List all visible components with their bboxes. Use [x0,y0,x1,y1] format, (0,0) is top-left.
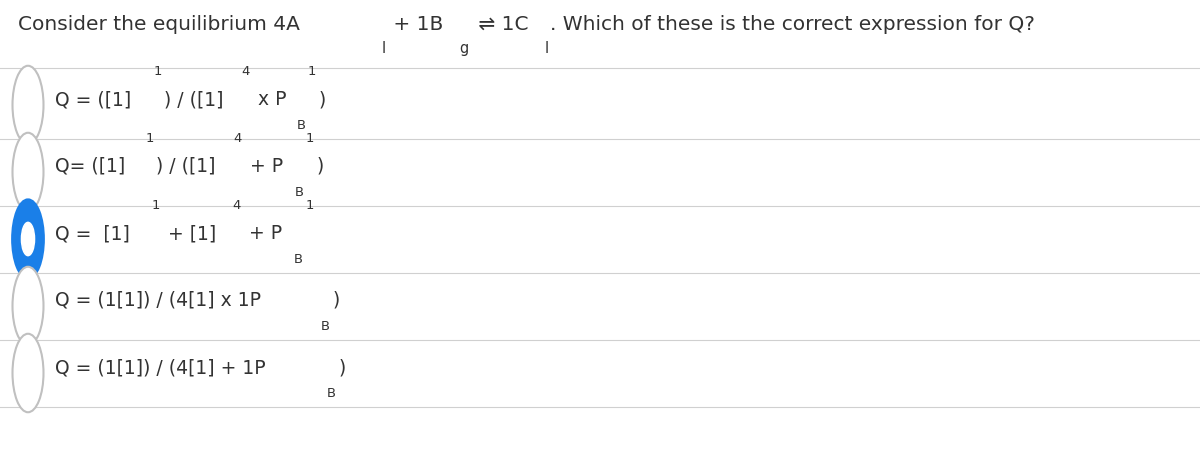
Text: Q= ([1]: Q= ([1] [55,157,125,176]
Text: + [1]: + [1] [162,224,217,243]
Ellipse shape [12,200,43,278]
Text: + P: + P [244,157,283,176]
Text: g: g [460,41,469,56]
Ellipse shape [12,133,43,211]
Text: ⇌ 1C: ⇌ 1C [472,15,528,34]
Ellipse shape [22,222,35,255]
Text: 4: 4 [233,199,241,212]
Text: Q = (1[1]) / (4[1] + 1P: Q = (1[1]) / (4[1] + 1P [55,358,265,377]
Text: 1: 1 [307,65,316,78]
Text: 1: 1 [151,199,160,212]
Text: 1: 1 [306,132,314,146]
Text: Consider the equilibrium 4A: Consider the equilibrium 4A [18,15,300,34]
Text: l: l [545,41,548,56]
Text: + 1B: + 1B [388,15,443,34]
Text: B: B [296,119,305,132]
Text: B: B [294,186,304,199]
Text: Q = (1[1]) / (4[1] x 1P: Q = (1[1]) / (4[1] x 1P [55,291,262,310]
Text: 1: 1 [154,65,162,78]
Text: ) / ([1]: ) / ([1] [164,90,223,109]
Text: 1: 1 [145,132,154,146]
Text: B: B [326,387,336,401]
Text: ): ) [332,291,340,310]
Text: 4: 4 [233,132,241,146]
Ellipse shape [12,267,43,345]
Text: ): ) [318,90,325,109]
Text: ): ) [317,157,324,176]
Text: B: B [294,253,302,266]
Text: Q =  [1]: Q = [1] [55,224,130,243]
Text: ) / ([1]: ) / ([1] [156,157,216,176]
Text: B: B [320,320,330,333]
Text: ): ) [338,358,346,377]
Text: 1: 1 [305,199,313,212]
Ellipse shape [12,66,43,144]
Text: x P: x P [252,90,287,109]
Text: Q = ([1]: Q = ([1] [55,90,131,109]
Text: . Which of these is the correct expression for Q?: . Which of these is the correct expressi… [550,15,1034,34]
Text: 4: 4 [241,65,250,78]
Ellipse shape [12,334,43,412]
Text: l: l [382,41,386,56]
Text: + P: + P [244,224,282,243]
